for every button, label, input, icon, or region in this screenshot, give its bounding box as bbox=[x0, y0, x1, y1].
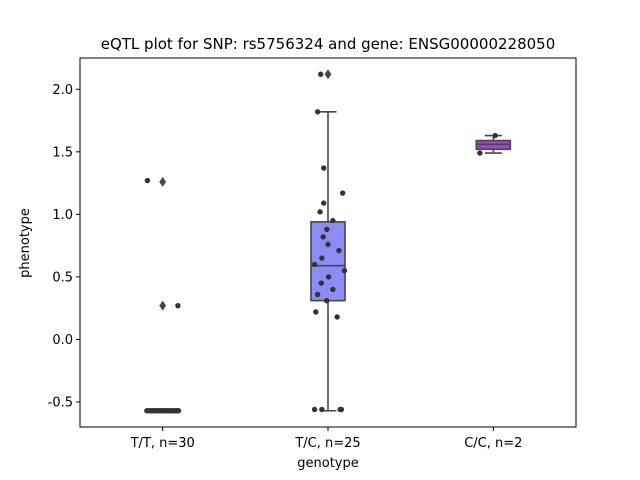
outlier-marker bbox=[159, 176, 167, 187]
y-tick-label: 1.5 bbox=[52, 145, 73, 160]
data-point bbox=[321, 200, 327, 206]
box-group bbox=[475, 132, 512, 156]
x-tick-label: C/C, n=2 bbox=[464, 436, 522, 451]
box bbox=[310, 221, 346, 302]
data-point bbox=[318, 280, 324, 286]
y-axis-label: phenotype bbox=[18, 208, 33, 278]
plot-area bbox=[144, 69, 512, 414]
data-point bbox=[311, 261, 318, 268]
box-group bbox=[310, 69, 348, 413]
data-point bbox=[314, 109, 321, 115]
data-point bbox=[319, 255, 325, 261]
data-point bbox=[341, 267, 348, 274]
data-point bbox=[492, 132, 498, 139]
data-point bbox=[324, 297, 330, 304]
data-point bbox=[144, 177, 151, 184]
data-point bbox=[334, 314, 340, 320]
data-point bbox=[317, 71, 324, 77]
chart-title: eQTL plot for SNP: rs5756324 and gene: E… bbox=[101, 35, 556, 53]
y-tick-label: 2.0 bbox=[52, 83, 73, 98]
box-group bbox=[144, 176, 182, 414]
data-point bbox=[336, 247, 342, 254]
data-point bbox=[175, 302, 181, 309]
x-axis: T/T, n=30 T/C, n=25 C/C, n=2 bbox=[130, 427, 522, 451]
data-point bbox=[324, 226, 330, 233]
data-point bbox=[477, 150, 483, 156]
data-point bbox=[321, 165, 327, 171]
data-point bbox=[330, 286, 336, 293]
data-point bbox=[325, 241, 331, 248]
y-tick-label: 0.5 bbox=[52, 270, 73, 285]
data-point bbox=[314, 291, 321, 298]
data-point bbox=[338, 406, 345, 413]
y-axis: -0.5 0.0 0.5 1.0 1.5 2.0 bbox=[48, 83, 80, 410]
data-point bbox=[320, 234, 326, 240]
y-tick-label: 1.0 bbox=[52, 208, 73, 223]
x-axis-label: genotype bbox=[297, 456, 358, 471]
data-point bbox=[175, 408, 182, 414]
data-point bbox=[317, 209, 323, 215]
outlier-marker bbox=[159, 300, 167, 311]
data-point bbox=[325, 274, 332, 280]
data-point bbox=[313, 309, 319, 315]
data-point bbox=[311, 406, 318, 413]
outlier-marker bbox=[324, 69, 332, 80]
data-point bbox=[339, 190, 346, 196]
x-tick-label: T/T, n=30 bbox=[130, 436, 195, 451]
data-point bbox=[330, 217, 336, 224]
data-point bbox=[319, 406, 325, 413]
y-tick-label: 0.0 bbox=[52, 333, 73, 348]
y-tick-label: -0.5 bbox=[48, 395, 73, 410]
x-tick-label: T/C, n=25 bbox=[294, 436, 360, 451]
